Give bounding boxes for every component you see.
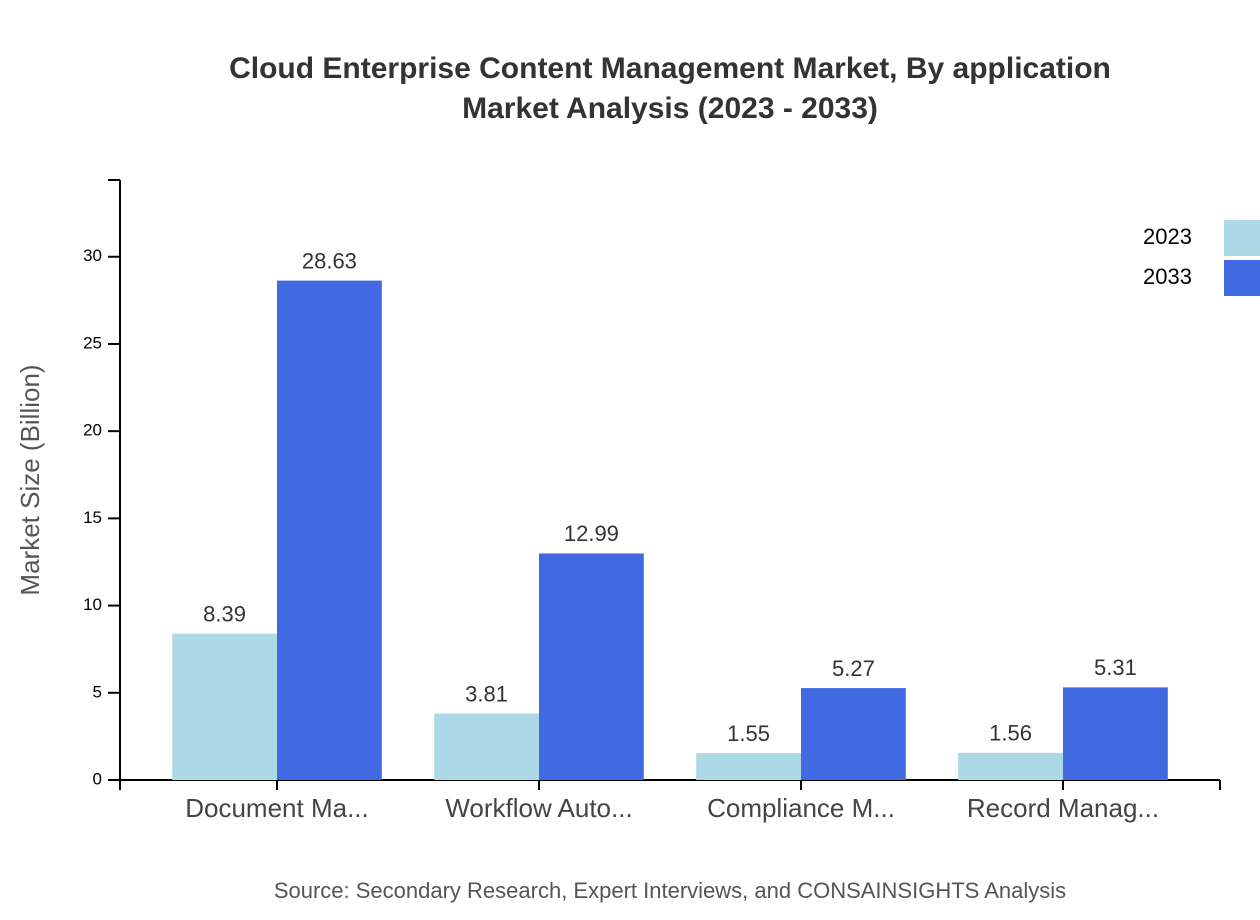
bar (1063, 687, 1168, 780)
bar (434, 713, 539, 780)
x-tick-label: Document Ma... (185, 793, 369, 823)
bar (958, 752, 1063, 780)
x-tick-label: Compliance M... (707, 793, 895, 823)
y-tick-label: 15 (83, 508, 102, 527)
source: Source: Secondary Research, Expert Inter… (274, 878, 1066, 903)
x-tick-label: Record Manag... (967, 793, 1159, 823)
chart-subtitle: Market Analysis (2023 - 2033) (462, 92, 878, 125)
value-label: 28.63 (302, 248, 357, 273)
bar (801, 688, 906, 780)
chart-title: Cloud Enterprise Content Management Mark… (229, 52, 1111, 85)
y-tick-label: 5 (93, 682, 102, 701)
value-label: 8.39 (203, 601, 246, 626)
value-label: 5.27 (832, 656, 875, 681)
value-label: 5.31 (1094, 655, 1137, 680)
value-label: 3.81 (465, 681, 508, 706)
y-tick-label: 0 (93, 769, 102, 788)
y-tick-label: 25 (83, 333, 102, 352)
legend-label: 2023 (1143, 224, 1192, 249)
y-axis-title: Market Size (Billion) (15, 364, 45, 595)
y-tick-label: 20 (83, 421, 102, 440)
bar (277, 280, 382, 780)
x-tick-label: Workflow Auto... (445, 793, 632, 823)
value-label: 1.56 (989, 721, 1032, 746)
y-tick-label: 30 (83, 246, 102, 265)
bar (539, 553, 644, 780)
legend-swatch (1224, 220, 1260, 256)
legend-swatch (1224, 260, 1260, 296)
legend-label: 2033 (1143, 264, 1192, 289)
bar (696, 752, 801, 780)
bar (172, 633, 277, 780)
value-label: 1.55 (727, 721, 770, 746)
y-tick-label: 10 (83, 595, 102, 614)
value-label: 12.99 (564, 521, 619, 546)
